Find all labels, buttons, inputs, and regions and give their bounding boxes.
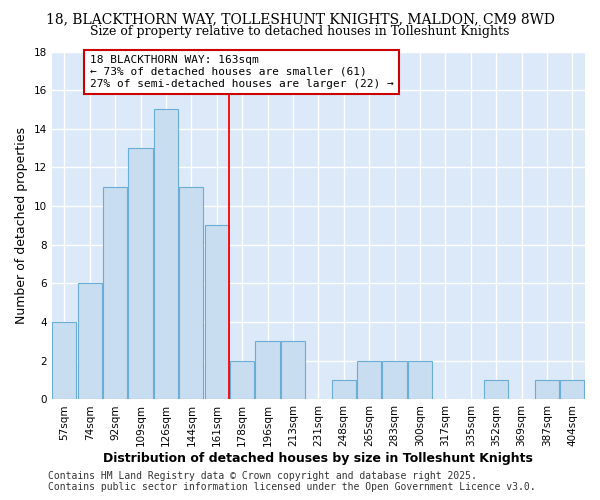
Bar <box>281 342 305 400</box>
Bar <box>484 380 508 400</box>
Bar <box>408 361 432 400</box>
Bar <box>332 380 356 400</box>
Bar <box>560 380 584 400</box>
X-axis label: Distribution of detached houses by size in Tolleshunt Knights: Distribution of detached houses by size … <box>103 452 533 465</box>
Y-axis label: Number of detached properties: Number of detached properties <box>15 127 28 324</box>
Bar <box>256 342 280 400</box>
Bar <box>382 361 407 400</box>
Bar <box>179 187 203 400</box>
Bar <box>77 284 102 400</box>
Bar <box>357 361 381 400</box>
Text: 18 BLACKTHORN WAY: 163sqm
← 73% of detached houses are smaller (61)
27% of semi-: 18 BLACKTHORN WAY: 163sqm ← 73% of detac… <box>90 56 394 88</box>
Bar <box>535 380 559 400</box>
Text: 18, BLACKTHORN WAY, TOLLESHUNT KNIGHTS, MALDON, CM9 8WD: 18, BLACKTHORN WAY, TOLLESHUNT KNIGHTS, … <box>46 12 554 26</box>
Bar <box>154 110 178 400</box>
Bar <box>205 226 229 400</box>
Bar <box>52 322 76 400</box>
Bar <box>230 361 254 400</box>
Text: Size of property relative to detached houses in Tolleshunt Knights: Size of property relative to detached ho… <box>91 25 509 38</box>
Bar <box>103 187 127 400</box>
Text: Contains HM Land Registry data © Crown copyright and database right 2025.
Contai: Contains HM Land Registry data © Crown c… <box>48 471 536 492</box>
Bar <box>128 148 152 400</box>
